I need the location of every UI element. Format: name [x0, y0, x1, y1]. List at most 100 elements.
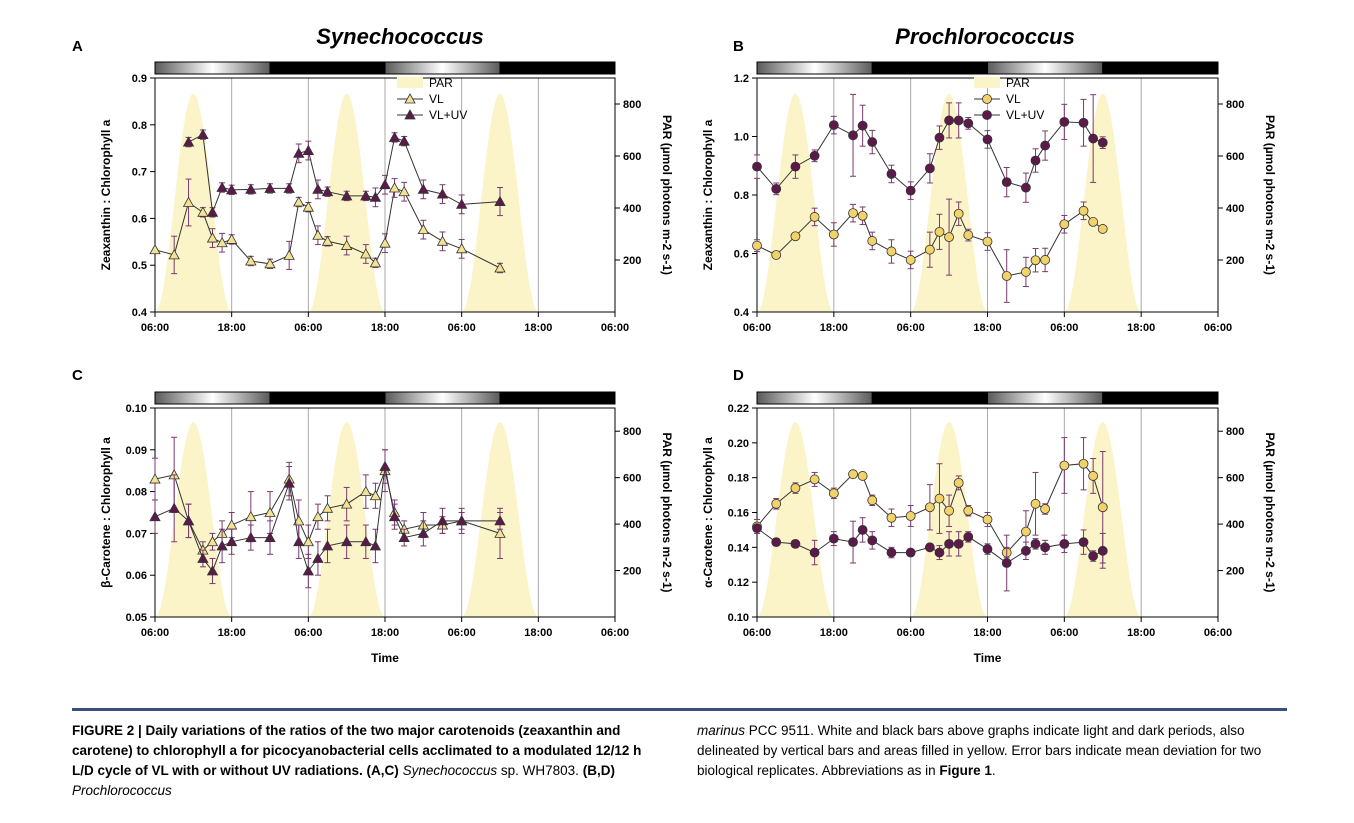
data-point	[417, 183, 430, 194]
panel-label: A	[72, 38, 83, 55]
y2-tick-label: 600	[1226, 473, 1244, 485]
light-period-bar	[384, 391, 501, 405]
data-point	[379, 178, 391, 190]
data-point	[905, 547, 916, 558]
panel-label: B	[733, 38, 744, 55]
y-tick-label: 0.12	[728, 577, 749, 589]
x-tick-label: 06:00	[601, 322, 629, 334]
data-point	[809, 150, 820, 161]
caption-end: .	[991, 762, 996, 778]
data-point	[867, 137, 878, 147]
data-point	[494, 262, 506, 273]
data-point	[293, 196, 305, 207]
legend-swatch-par	[974, 77, 1000, 88]
data-point	[790, 538, 801, 549]
data-point	[398, 531, 410, 542]
data-point	[1078, 117, 1089, 128]
y-tick-label: 0.22	[728, 403, 749, 415]
data-point	[1097, 224, 1108, 234]
x-tick-label: 06:00	[743, 627, 771, 639]
caption-figure-ref: Figure 1	[939, 762, 992, 778]
data-point	[857, 525, 868, 535]
light-period-bar	[756, 61, 873, 75]
caption-pro-species: marinus	[697, 723, 746, 738]
data-point	[283, 182, 295, 193]
data-point	[206, 565, 219, 576]
y2-tick-label: 200	[1226, 255, 1244, 267]
x-tick-label: 18:00	[371, 322, 399, 334]
data-point	[1088, 133, 1099, 144]
dark-period-bar	[269, 61, 386, 75]
data-point	[398, 135, 410, 146]
data-point	[848, 537, 858, 548]
data-point	[982, 134, 993, 145]
y2-axis-label: PAR (µmol photons m-2 s-1)	[1263, 432, 1277, 592]
x-tick-label: 06:00	[1050, 627, 1078, 639]
data-point	[245, 183, 257, 194]
data-point	[752, 161, 762, 172]
par-area	[757, 93, 834, 312]
data-point	[360, 535, 372, 547]
x-tick-label: 18:00	[524, 627, 552, 639]
data-point	[197, 128, 209, 140]
data-point	[771, 250, 782, 260]
data-point	[752, 523, 762, 534]
y2-tick-label: 400	[1226, 519, 1244, 531]
data-point	[182, 196, 195, 207]
y2-tick-label: 400	[1226, 203, 1244, 215]
data-point	[953, 538, 964, 549]
data-point	[953, 208, 964, 219]
x-tick-label: 18:00	[820, 627, 848, 639]
par-area	[155, 93, 232, 312]
legend-label: VL	[429, 92, 444, 106]
y2-tick-label: 400	[623, 519, 641, 531]
y-tick-label: 0.20	[728, 438, 749, 450]
legend-label: PAR	[1006, 76, 1030, 90]
x-tick-label: 06:00	[294, 322, 322, 334]
par-area	[1064, 93, 1142, 312]
x-axis-label: Time	[974, 651, 1002, 665]
data-point	[321, 540, 334, 551]
data-point	[398, 185, 410, 197]
x-tick-label: 06:00	[743, 322, 771, 334]
caption-ref-ac: (A,C)	[366, 762, 399, 778]
data-point	[1040, 140, 1051, 151]
y-axis-label: α-Carotene : Chlorophyll a	[701, 437, 715, 588]
y2-tick-label: 800	[623, 99, 641, 111]
data-point	[1059, 219, 1070, 230]
data-point	[494, 527, 506, 538]
data-point	[944, 115, 954, 126]
y2-tick-label: 800	[623, 426, 641, 438]
caption-pro-name: Prochlorococcus	[72, 782, 172, 798]
legend-label: VL+UV	[429, 108, 467, 122]
y2-axis-label: PAR (µmol photons m-2 s-1)	[660, 115, 674, 275]
legend-marker	[982, 110, 992, 120]
data-point	[197, 206, 209, 217]
legend-label: VL+UV	[1006, 108, 1044, 122]
series-vl-uv	[149, 449, 506, 589]
series-line	[154, 187, 501, 269]
data-point	[264, 531, 276, 542]
data-point	[809, 474, 820, 485]
series-vl	[752, 198, 1108, 303]
y-tick-label: 0.9	[132, 73, 147, 85]
data-point	[312, 552, 324, 563]
data-point	[886, 246, 897, 257]
panel-b: 0.4 0.6 0.8 1.0 1.2 200 400 600 800 06:00 18:00 06:…	[701, 24, 1277, 334]
data-point	[828, 120, 839, 130]
panel-label: D	[733, 367, 744, 384]
data-point	[293, 147, 305, 158]
x-tick-label: 06:00	[1050, 322, 1078, 334]
dark-period-bar	[1102, 391, 1219, 405]
y2-tick-label: 200	[623, 566, 641, 578]
data-point	[168, 249, 180, 260]
data-point	[455, 198, 468, 209]
data-point	[963, 531, 974, 542]
data-point	[216, 181, 228, 192]
data-point	[168, 502, 180, 513]
y-tick-label: 0.6	[132, 213, 147, 225]
data-point	[1088, 551, 1099, 561]
x-tick-label: 06:00	[448, 627, 476, 639]
series-line	[756, 119, 1103, 192]
y-tick-label: 0.10	[728, 612, 749, 624]
